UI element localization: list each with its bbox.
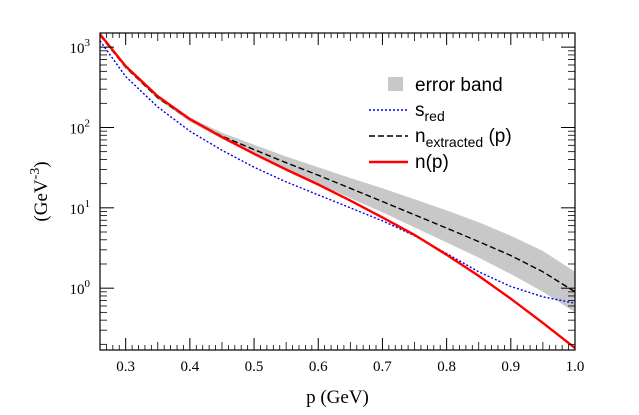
x-tick-label: 1.0: [566, 359, 585, 375]
y-tick-label: 100: [70, 278, 91, 298]
y-axis-title-close: ): [31, 161, 52, 167]
x-tick-label: 0.6: [309, 359, 328, 375]
legend-swatch-error-band: [388, 77, 403, 91]
y-tick-label: 101: [70, 198, 91, 218]
y-axis-title-main: (GeV: [31, 179, 52, 221]
y-axis-title: (GeV-3): [28, 161, 52, 221]
legend-label-n-p: n(p): [415, 152, 449, 173]
axes: [99, 32, 576, 351]
legend-label-error-band: error band: [415, 75, 503, 96]
plot-area: [100, 33, 575, 349]
x-tick-label: 0.8: [437, 359, 456, 375]
y-tick-label: 103: [70, 37, 91, 57]
legend-label-n-extracted: nextracted (p): [415, 126, 512, 150]
x-axis-title: p (GeV): [306, 387, 369, 408]
error-band-area: [100, 34, 575, 313]
x-tick-label: 0.4: [180, 359, 199, 375]
tick-labels: 0.3 0.4 0.5 0.6 0.7 0.8 0.9 1.0 100 101 102 103: [70, 37, 585, 375]
x-tick-label: 0.9: [501, 359, 520, 375]
x-tick-label: 0.7: [373, 359, 392, 375]
legend-label-s-red: sred: [415, 100, 445, 124]
x-tick-label: 0.5: [245, 359, 264, 375]
y-tick-label: 102: [70, 117, 91, 137]
series-line-n-p: [100, 33, 575, 349]
series-line-s-red: [100, 40, 575, 304]
y-axis-title-sup: -3: [28, 168, 43, 180]
x-tick-label: 0.3: [116, 359, 135, 375]
